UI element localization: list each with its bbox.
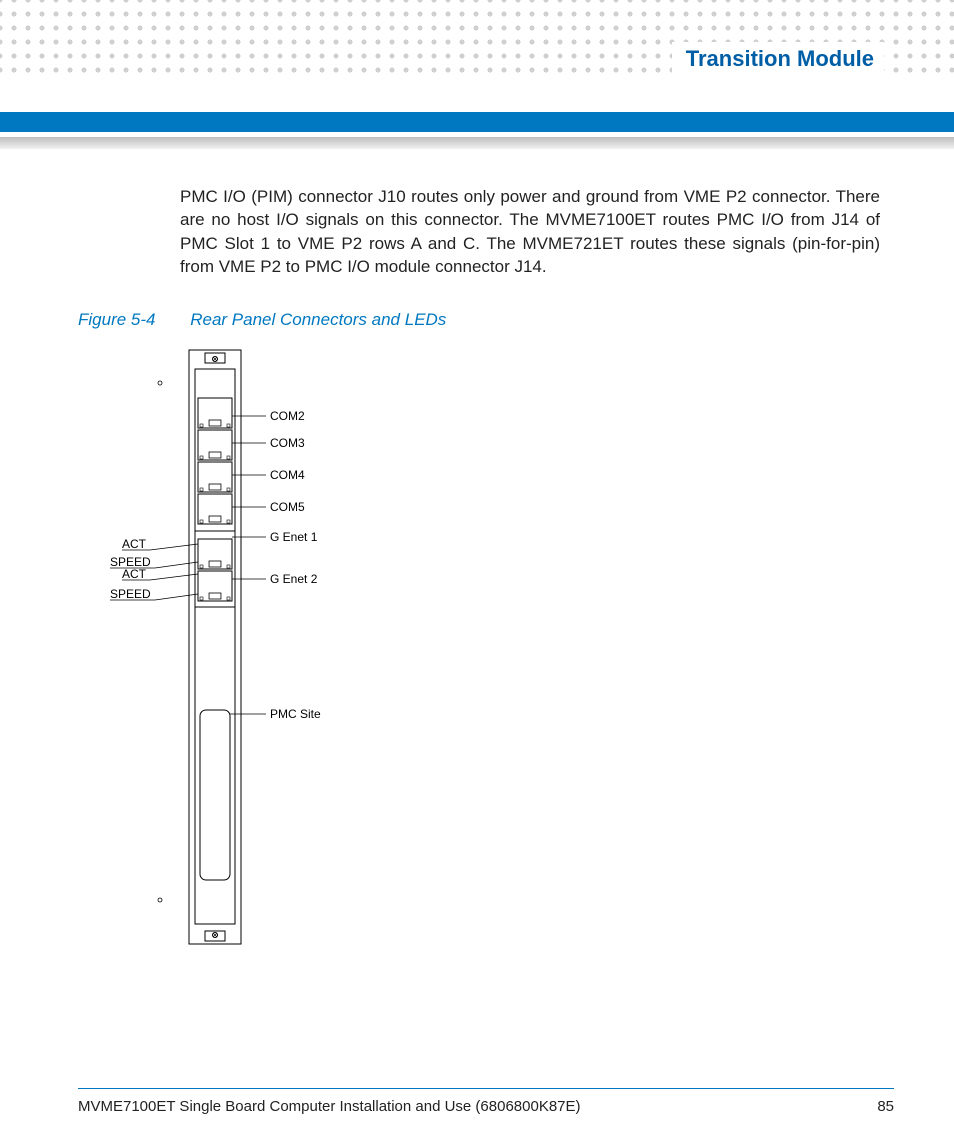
svg-text:COM3: COM3 <box>270 436 305 450</box>
page-section-title: Transition Module <box>686 46 874 71</box>
header-grey-bar <box>0 137 954 149</box>
svg-text:COM5: COM5 <box>270 500 305 514</box>
figure-caption: Figure 5-4 Rear Panel Connectors and LED… <box>78 310 446 330</box>
footer-divider <box>78 1088 894 1089</box>
footer-doc-title: MVME7100ET Single Board Computer Install… <box>78 1098 581 1115</box>
svg-text:ACT: ACT <box>122 537 147 551</box>
rear-panel-diagram: COM2 COM3 COM4 COM5 G Enet 1 G Enet 2 ACT SPEED… <box>110 345 530 955</box>
footer-page-number: 85 <box>877 1098 894 1115</box>
svg-text:ACT: ACT <box>122 567 147 581</box>
svg-text:COM2: COM2 <box>270 409 305 423</box>
header-blue-bar <box>0 112 954 132</box>
svg-text:PMC Site: PMC Site <box>270 707 321 721</box>
figure-title: Rear Panel Connectors and LEDs <box>190 310 446 329</box>
figure-number: Figure 5-4 <box>78 310 155 329</box>
body-paragraph: PMC I/O (PIM) connector J10 routes only … <box>180 185 880 279</box>
svg-text:COM4: COM4 <box>270 468 305 482</box>
header-title-wrap: Transition Module <box>672 42 884 76</box>
svg-text:G Enet 1: G Enet 1 <box>270 530 318 544</box>
svg-text:SPEED: SPEED <box>110 587 151 601</box>
svg-text:G Enet 2: G Enet 2 <box>270 572 318 586</box>
